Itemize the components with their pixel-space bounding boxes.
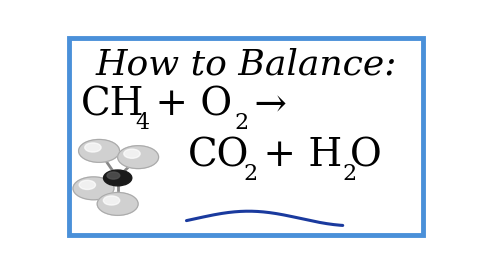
Circle shape <box>103 196 120 205</box>
Circle shape <box>118 146 158 168</box>
Text: 2: 2 <box>235 112 249 134</box>
Circle shape <box>97 193 138 215</box>
Circle shape <box>107 172 120 179</box>
Text: CO: CO <box>188 137 250 174</box>
Text: 2: 2 <box>343 163 357 185</box>
Text: + H: + H <box>251 137 342 174</box>
Text: O: O <box>350 137 382 174</box>
Text: How to Balance:: How to Balance: <box>96 48 396 82</box>
Circle shape <box>79 180 96 190</box>
Text: + O: + O <box>143 87 232 124</box>
Circle shape <box>85 143 101 152</box>
Text: CH: CH <box>81 87 144 124</box>
Circle shape <box>104 170 132 186</box>
Circle shape <box>79 140 120 162</box>
Text: 4: 4 <box>135 112 150 134</box>
Text: →: → <box>242 87 287 124</box>
Text: 2: 2 <box>243 163 258 185</box>
Circle shape <box>124 149 140 158</box>
Circle shape <box>73 177 114 200</box>
